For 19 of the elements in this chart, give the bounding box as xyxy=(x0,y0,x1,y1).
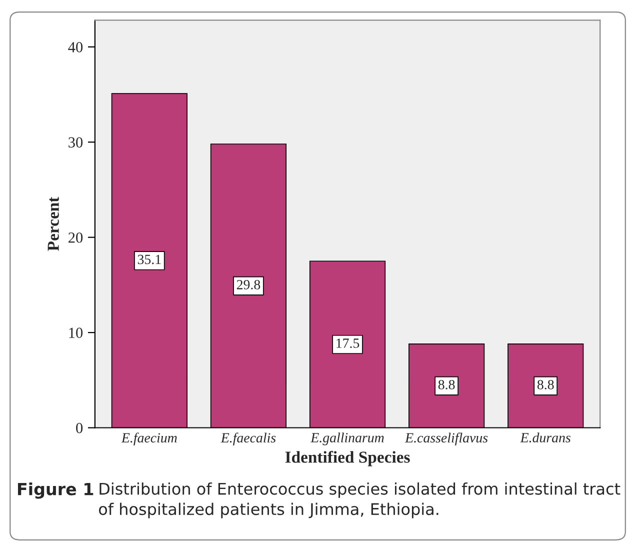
x-tick-label: E.casseliflavus xyxy=(404,432,488,446)
data-label: 29.8 xyxy=(236,280,260,290)
x-tick-label: E.gallinarum xyxy=(310,432,384,446)
y-tick-label: 20 xyxy=(68,232,83,243)
data-label: 35.1 xyxy=(138,254,161,264)
data-label: 8.8 xyxy=(438,380,455,390)
x-tick-label: E.faecalis xyxy=(220,432,276,446)
data-label: 17.5 xyxy=(336,338,360,348)
text: Distribution of Enterococcus species isolated from intestinal tract of hospitalized patients in Jimma, Ethiopia. xyxy=(98,482,620,518)
data-label: 8.8 xyxy=(537,380,554,390)
y-axis-title: Percent xyxy=(48,196,59,251)
y-tick-label: 0 xyxy=(76,422,83,434)
y-tick-label: 40 xyxy=(68,42,83,52)
x-tick-label: E.faecium xyxy=(121,432,177,446)
caption: Figure 1 xyxy=(18,482,94,499)
x-tick-label: E.durans xyxy=(520,432,570,442)
y-tick-label: 10 xyxy=(69,328,83,338)
y-tick-label: 30 xyxy=(68,137,83,148)
x-axis-title: Identified Species xyxy=(285,450,410,466)
